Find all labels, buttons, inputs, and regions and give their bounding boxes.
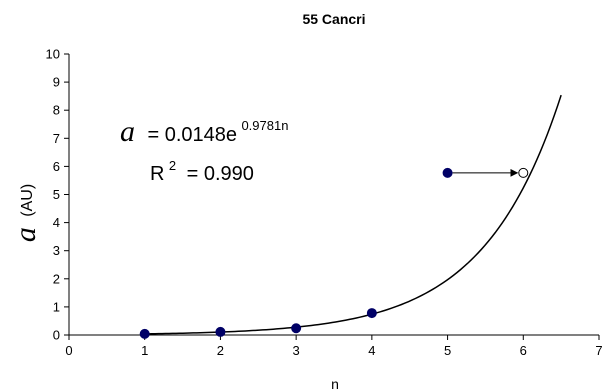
y-axis-label-symbol: a [9,227,42,242]
y-axis-ticks: 0 1 2 3 4 5 6 7 8 9 10 [46,47,69,343]
y-axis-label: a (AU) [9,184,42,242]
r-squared-symbol: R [150,163,164,185]
y-tick-label: 8 [53,103,60,118]
x-tick-label: 5 [444,343,451,358]
plot-area: 0 1 2 3 4 5 6 7 0 1 2 3 4 5 6 7 8 9 10 [46,47,603,359]
data-points [139,167,529,339]
data-point [215,326,226,337]
y-tick-label: 2 [53,271,60,286]
fit-equation: a = 0.0148e 0.9781n [120,115,288,148]
r-squared-exponent: 2 [169,158,176,173]
y-tick-label: 0 [53,328,60,343]
projected-point [518,167,529,178]
x-axis-ticks: 0 1 2 3 4 5 6 7 [65,335,603,358]
y-tick-label: 3 [53,243,60,258]
y-tick-label: 9 [53,75,60,90]
svg-text:a (AU): a (AU) [9,184,42,242]
r-squared-value: = 0.990 [187,163,254,185]
y-axis-label-unit: (AU) [19,184,36,217]
x-tick-label: 4 [368,343,375,358]
fit-equation-exponent: 0.9781n [241,118,288,133]
x-tick-label: 1 [141,343,148,358]
y-tick-label: 1 [53,299,60,314]
x-tick-label: 6 [520,343,527,358]
fit-curve [144,94,562,335]
x-tick-label: 7 [595,343,602,358]
data-point [291,323,302,334]
y-tick-label: 7 [53,131,60,146]
x-tick-label: 0 [65,343,72,358]
y-tick-label: 6 [53,159,60,174]
r-squared: R 2 = 0.990 [150,157,254,185]
y-tick-label: 5 [53,187,60,202]
svg-text:R 2 = 0.990: R 2 = 0.990 [150,157,254,185]
x-tick-label: 3 [293,343,300,358]
y-tick-label: 4 [53,215,60,230]
x-axis-label: n [331,376,339,390]
fit-equation-text: = 0.0148e [147,124,237,146]
y-tick-label: 10 [46,47,60,62]
data-point [139,328,150,339]
chart-title: 55 Cancri [302,11,365,27]
x-tick-label: 2 [217,343,224,358]
data-point [442,167,453,178]
data-point [366,308,377,319]
svg-text:a = 0.0148e 0.9781: a = 0.0148e 0.9781n [120,115,288,148]
fit-equation-symbol: a [120,115,135,148]
